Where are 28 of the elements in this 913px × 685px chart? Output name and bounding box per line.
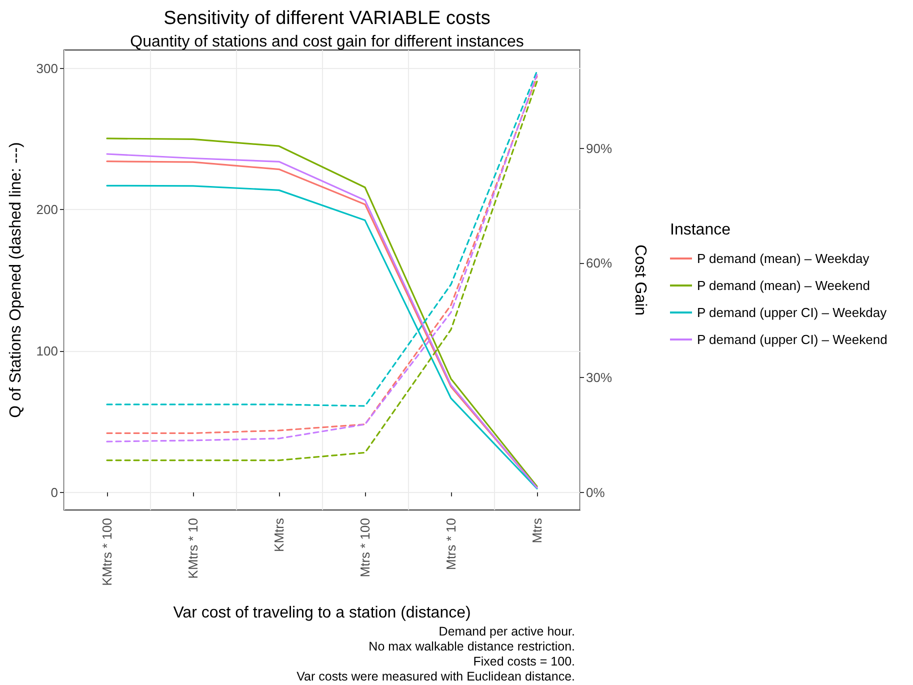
legend-title: Instance — [670, 222, 731, 238]
y-tick-label: 300 — [36, 60, 58, 76]
y-tick-label: 0 — [50, 484, 58, 500]
y-tick-label: 200 — [36, 202, 58, 218]
legend-label: P demand (mean) – Weekday — [697, 251, 870, 266]
y2-axis-title: Cost Gain — [632, 244, 648, 316]
x-tick-label: Mtrs * 10 — [444, 518, 458, 570]
y-axis-title: Q of Stations Opened (dashed line: ---) — [8, 142, 24, 418]
chart-subtitle: Quantity of stations and cost gain for different instances — [130, 34, 524, 50]
y2-tick-label: 0% — [586, 484, 606, 500]
x-axis-title: Var cost of traveling to a station (distance) — [173, 604, 471, 622]
y2-tick-label: 60% — [586, 255, 612, 270]
chart-title: Sensitivity of different VARIABLE costs — [164, 8, 490, 29]
text: Fixed costs = 100. — [473, 654, 576, 668]
legend-label: P demand (upper CI) – Weekday — [697, 305, 888, 320]
x-tick-label: KMtrs * 100 — [100, 518, 114, 586]
x-tick-label: KMtrs — [272, 518, 286, 552]
legend-label: P demand (upper CI) – Weekend — [697, 332, 888, 347]
text: Demand per active hour. — [438, 624, 576, 638]
text: Var costs were measured with Euclidean distance. — [296, 670, 576, 684]
y-tick-label: 100 — [36, 344, 58, 359]
y2-tick-label: 90% — [586, 140, 612, 156]
text: No max walkable distance restriction. — [368, 640, 576, 654]
y2-tick-label: 30% — [586, 370, 612, 386]
x-tick-label: Mtrs — [530, 518, 544, 544]
legend-label: P demand (mean) – Weekend — [697, 278, 870, 293]
x-tick-label: Mtrs * 100 — [358, 518, 372, 578]
x-tick-label: KMtrs * 10 — [186, 518, 200, 579]
